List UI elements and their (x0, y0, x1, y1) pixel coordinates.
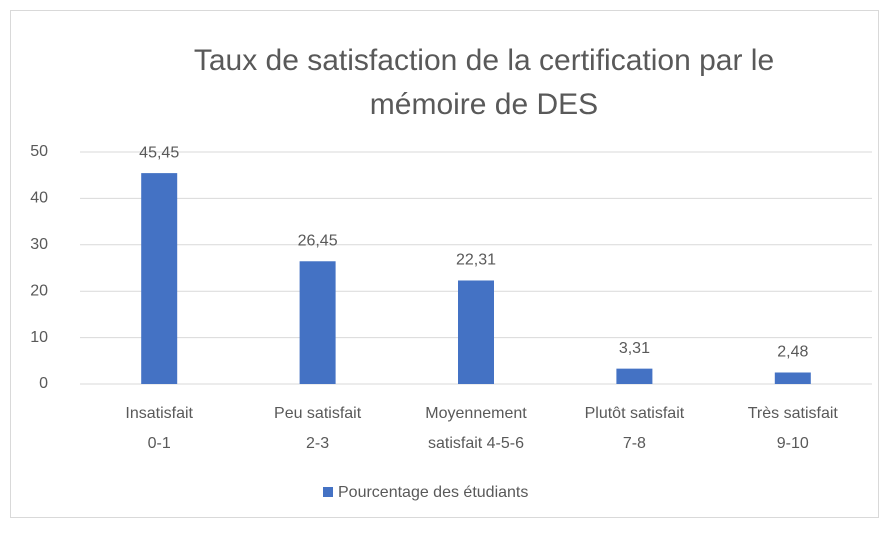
bar (458, 280, 494, 384)
value-label: 22,31 (456, 252, 496, 269)
x-tick-label: Peu satisfait 2-3 (274, 405, 362, 452)
y-tick-label: 50 (30, 143, 48, 160)
x-tick-label: Très satisfait 9-10 (748, 405, 839, 452)
x-tick-label: Insatisfait 0-1 (125, 405, 193, 452)
x-tick-label: Plutôt satisfait 7-8 (585, 405, 685, 452)
bar (774, 372, 811, 384)
value-label: 26,45 (298, 232, 338, 249)
y-tick-label: 40 (30, 190, 48, 207)
bar (141, 173, 178, 384)
value-label: 2,48 (777, 344, 808, 361)
legend-label: Pourcentage des étudiants (338, 484, 528, 501)
x-tick-label: Moyennement satisfait 4-5-6 (425, 405, 527, 452)
chart-title: Taux de satisfaction de la certification… (194, 44, 774, 121)
value-label: 3,31 (619, 340, 650, 357)
y-tick-label: 20 (30, 282, 48, 299)
legend-swatch (323, 487, 333, 497)
bar (299, 261, 336, 384)
value-label: 45,45 (139, 144, 179, 161)
bar (616, 368, 653, 384)
y-tick-label: 30 (30, 236, 48, 253)
y-tick-label: 10 (30, 329, 48, 346)
y-tick-label: 0 (39, 375, 48, 392)
